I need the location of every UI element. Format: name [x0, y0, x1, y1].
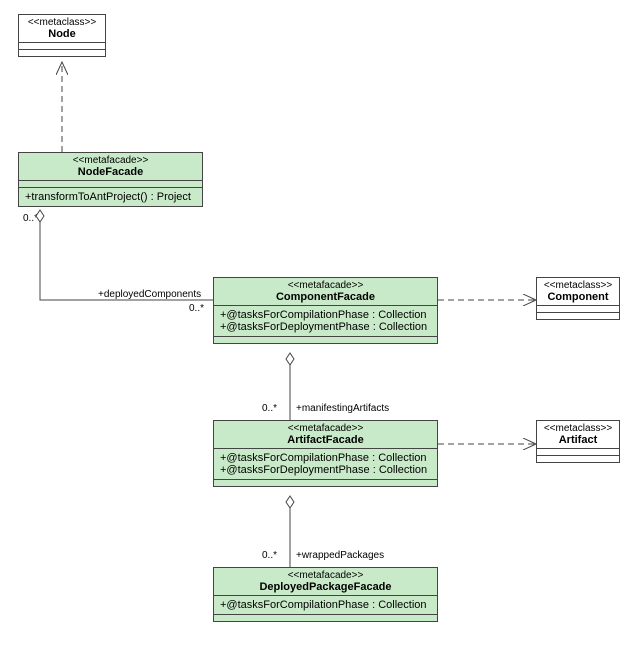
componentfacade-name: ComponentFacade — [220, 291, 431, 303]
component-attrs — [537, 306, 619, 313]
component-stereo: <<metaclass>> — [543, 280, 613, 291]
artifact-stereo: <<metaclass>> — [543, 423, 613, 434]
deployedpackagefacade-name: DeployedPackageFacade — [220, 581, 431, 593]
role-manifestingartifacts: +manifestingArtifacts — [296, 403, 389, 414]
artifactfacade-stereo: <<metafacade>> — [220, 423, 431, 434]
mult-deployedcomponents: 0..* — [189, 303, 204, 314]
artifactfacade-attrs: +@tasksForCompilationPhase : Collection … — [214, 449, 437, 480]
artifact-attrs — [537, 449, 619, 456]
node-attrs — [19, 43, 105, 50]
node-stereo: <<metaclass>> — [25, 17, 99, 28]
nodefacade-ops: +transformToAntProject() : Project — [19, 188, 202, 206]
mult-manifestingartifacts: 0..* — [262, 403, 277, 414]
componentfacade-class: <<metafacade>>ComponentFacade +@tasksFor… — [213, 277, 438, 344]
artifact-ops — [537, 456, 619, 462]
componentfacade-stereo: <<metafacade>> — [220, 280, 431, 291]
artifact-name: Artifact — [543, 434, 613, 446]
node-ops — [19, 50, 105, 56]
nodefacade-name: NodeFacade — [25, 166, 196, 178]
nodefacade-class: <<metafacade>>NodeFacade +transformToAnt… — [18, 152, 203, 207]
componentfacade-attr1: +@tasksForCompilationPhase : Collection — [220, 309, 431, 321]
componentfacade-attr2: +@tasksForDeploymentPhase : Collection — [220, 321, 431, 333]
deployedpackagefacade-attr1: +@tasksForCompilationPhase : Collection — [220, 599, 431, 611]
role-deployedcomponents: +deployedComponents — [98, 289, 201, 300]
deployedpackagefacade-class: <<metafacade>>DeployedPackageFacade +@ta… — [213, 567, 438, 622]
deployedpackagefacade-stereo: <<metafacade>> — [220, 570, 431, 581]
component-ops — [537, 313, 619, 319]
artifactfacade-ops — [214, 480, 437, 486]
mult-wrappedpackages: 0..* — [262, 550, 277, 561]
artifactfacade-class: <<metafacade>>ArtifactFacade +@tasksForC… — [213, 420, 438, 487]
artifact-class: <<metaclass>>Artifact — [536, 420, 620, 463]
componentfacade-ops — [214, 337, 437, 343]
deployedpackagefacade-attrs: +@tasksForCompilationPhase : Collection — [214, 596, 437, 615]
role-wrappedpackages: +wrappedPackages — [296, 550, 384, 561]
componentfacade-attrs: +@tasksForCompilationPhase : Collection … — [214, 306, 437, 337]
nodefacade-attrs — [19, 181, 202, 188]
component-class: <<metaclass>>Component — [536, 277, 620, 320]
node-name: Node — [25, 28, 99, 40]
nodefacade-stereo: <<metafacade>> — [25, 155, 196, 166]
artifactfacade-attr1: +@tasksForCompilationPhase : Collection — [220, 452, 431, 464]
deployedpackagefacade-ops — [214, 615, 437, 621]
mult-nodefacade: 0..* — [23, 213, 38, 224]
node-class: <<metaclass>>Node — [18, 14, 106, 57]
artifactfacade-name: ArtifactFacade — [220, 434, 431, 446]
artifactfacade-attr2: +@tasksForDeploymentPhase : Collection — [220, 464, 431, 476]
component-name: Component — [543, 291, 613, 303]
